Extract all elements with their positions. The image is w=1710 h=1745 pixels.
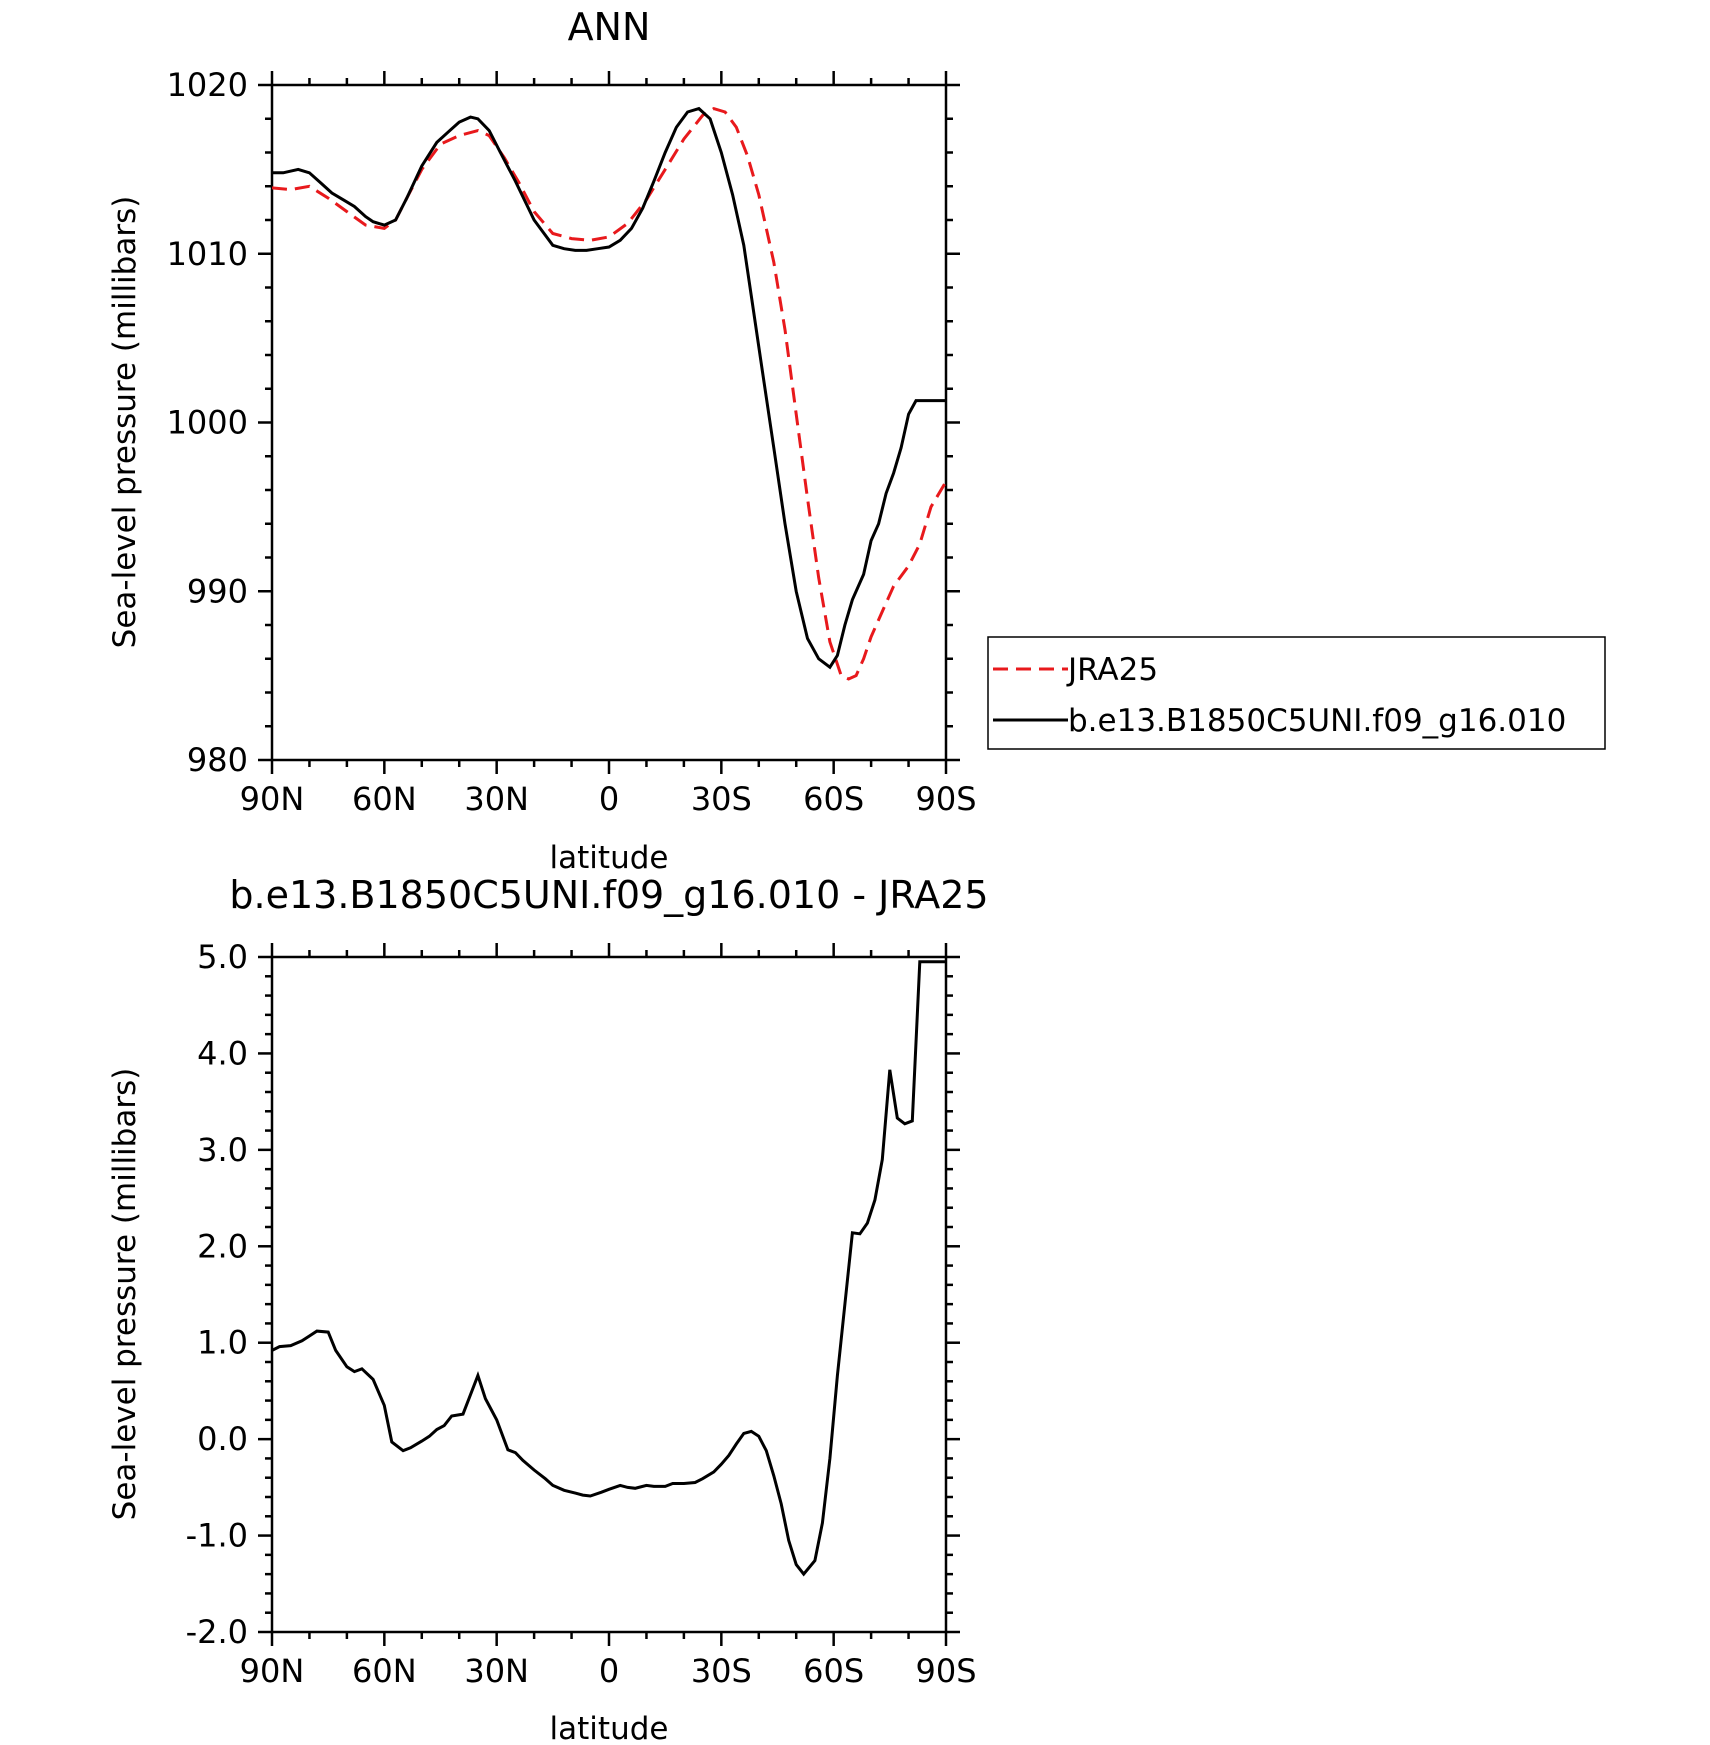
x-tick-label: 30S: [691, 780, 752, 818]
x-tick-label: 90N: [240, 780, 305, 818]
y-tick-label: -1.0: [186, 1517, 248, 1555]
top-series-lines: [272, 106, 946, 681]
x-tick-label: 90S: [915, 1652, 976, 1690]
bottom-y-axis-label: Sea-level pressure (millibars): [107, 1068, 143, 1521]
legend: JRA25 b.e13.B1850C5UNI.f09_g16.010: [987, 636, 1606, 750]
top-panel: ANN 90N 60N 30N 0 30S 60S 90S 980 990 1000 1010 10…: [107, 5, 977, 876]
bottom-x-tick-labels: 90N 60N 30N 0 30S 60S 90S: [240, 1652, 977, 1690]
top-x-axis-label: latitude: [550, 840, 669, 876]
y-tick-label: 990: [187, 572, 248, 610]
bottom-y-tick-labels: -2.0 -1.0 0.0 1.0 2.0 3.0 4.0 5.0: [186, 938, 248, 1651]
x-tick-label: 60N: [352, 1652, 417, 1690]
x-tick-label: 90S: [915, 780, 976, 818]
bottom-ticks: [258, 943, 960, 1646]
series-line-difference: [272, 960, 946, 1577]
top-ticks: [258, 71, 960, 774]
x-tick-label: 90N: [240, 1652, 305, 1690]
x-tick-label: 30N: [464, 780, 529, 818]
y-tick-label: 0.0: [197, 1420, 248, 1458]
y-tick-label: 1010: [167, 235, 248, 273]
bottom-x-axis-label: latitude: [550, 1711, 669, 1745]
top-chart-title: ANN: [568, 5, 651, 49]
top-y-tick-labels: 980 990 1000 1010 1020: [167, 66, 248, 779]
x-tick-label: 60S: [803, 1652, 864, 1690]
y-tick-label: 1000: [167, 404, 248, 442]
y-tick-label: 1.0: [197, 1324, 248, 1362]
legend-label-model: b.e13.B1850C5UNI.f09_g16.010: [1068, 703, 1566, 739]
series-line-jra25: [272, 106, 946, 681]
bottom-chart-title: b.e13.B1850C5UNI.f09_g16.010 - JRA25: [229, 873, 988, 917]
top-y-axis-label: Sea-level pressure (millibars): [107, 196, 143, 649]
y-tick-label: 1020: [167, 66, 248, 104]
x-tick-label: 60N: [352, 780, 417, 818]
y-tick-label: 980: [187, 741, 248, 779]
top-plot-frame: [270, 83, 948, 762]
x-tick-label: 30S: [691, 1652, 752, 1690]
y-tick-label: -2.0: [186, 1613, 248, 1651]
series-line-model: [272, 106, 946, 670]
x-tick-label: 30N: [464, 1652, 529, 1690]
bottom-panel: b.e13.B1850C5UNI.f09_g16.010 - JRA25 90N…: [107, 873, 989, 1745]
legend-box: [987, 636, 1606, 750]
top-x-tick-labels: 90N 60N 30N 0 30S 60S 90S: [240, 780, 977, 818]
y-tick-label: 2.0: [197, 1227, 248, 1265]
x-tick-label: 0: [599, 1652, 619, 1690]
y-tick-label: 5.0: [197, 938, 248, 976]
bottom-series-lines: [272, 960, 946, 1577]
y-tick-label: 3.0: [197, 1131, 248, 1169]
y-tick-label: 4.0: [197, 1034, 248, 1072]
x-tick-label: 0: [599, 780, 619, 818]
legend-label-jra25: JRA25: [1066, 652, 1158, 688]
x-tick-label: 60S: [803, 780, 864, 818]
